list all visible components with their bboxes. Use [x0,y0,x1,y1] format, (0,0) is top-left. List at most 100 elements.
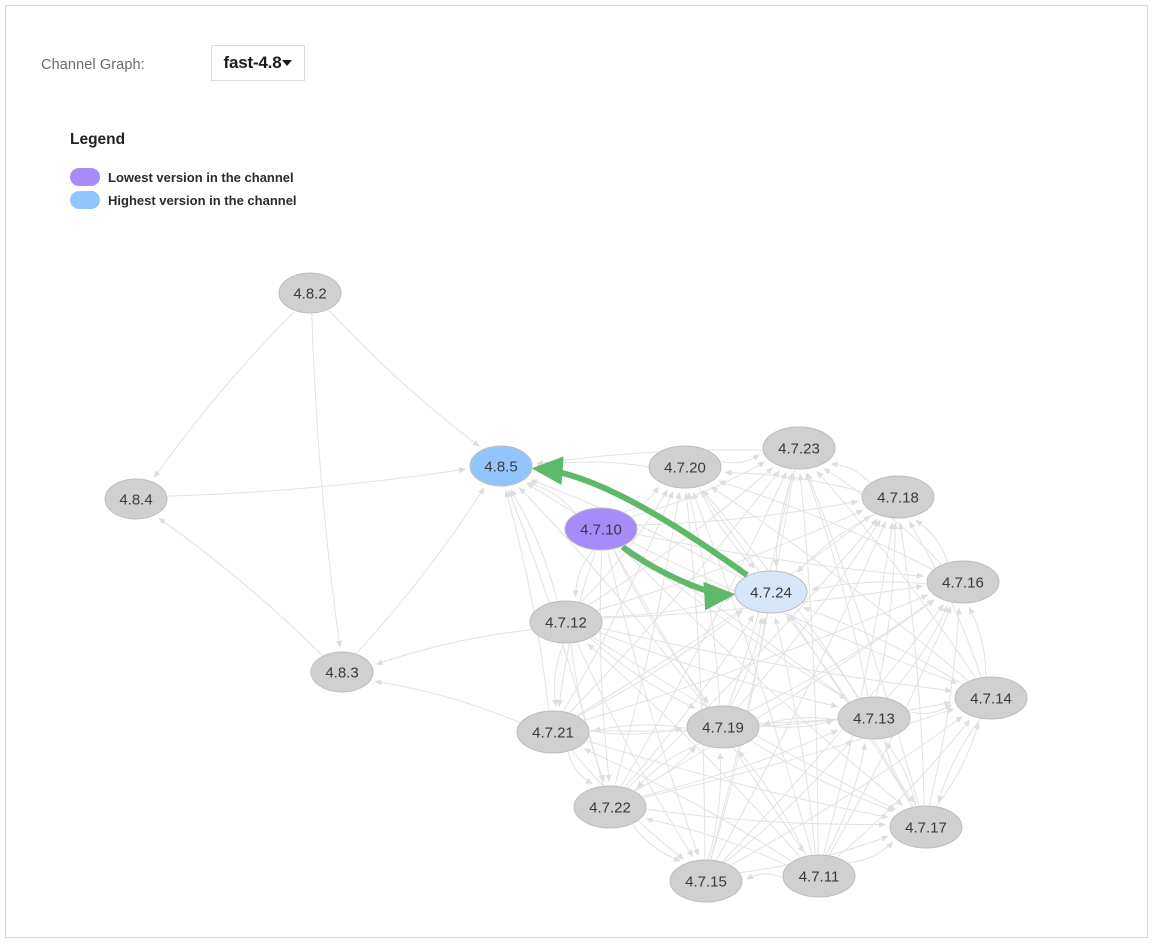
graph-edge [375,629,532,666]
graph-edge [577,610,743,717]
graph-node-4.8.4[interactable]: 4.8.4 [104,478,168,520]
graph-edge [158,517,323,656]
channel-graph-label: Channel Graph: [41,57,145,73]
graph-edge [724,739,853,863]
graph-node-4.7.24[interactable]: 4.7.24 [734,570,808,614]
node-shape [762,426,836,470]
graph-edge [826,742,868,855]
graph-edge [586,740,889,820]
graph-edge [584,594,929,721]
graph-edge [636,533,924,579]
graph-edge [898,522,925,806]
legend: Legend Lowest version in the channel Hig… [70,131,297,214]
graph-edge-highlighted [620,544,736,611]
graph-edge [683,492,706,860]
graph-node-4.7.15[interactable]: 4.7.15 [669,859,743,903]
graph-node-4.8.5[interactable]: 4.8.5 [469,445,533,487]
graph-edge [576,642,694,857]
graph-node-4.7.22[interactable]: 4.7.22 [573,785,647,829]
graph-edge [645,817,787,866]
graph-edge [816,470,977,679]
toolbar: Channel Graph: fast-4.8 [6,6,1147,106]
graph-node-4.7.10[interactable]: 4.7.10 [564,507,638,551]
graph-node-4.7.23[interactable]: 4.7.23 [762,426,836,470]
graph-edge [577,515,871,716]
graph-edge [710,486,969,682]
graph-edge [772,469,796,567]
graph-edge [724,469,863,493]
graph-edge [614,492,682,786]
graph-edge [374,679,520,723]
graph-edge [637,499,859,526]
node-layer: 4.8.2 4.8.4 4.8.3 4.8.5 4.7.10 4.7.24 4.7.20 4.… [104,272,1028,903]
graph-edge [720,454,760,464]
legend-label-highest: Highest version in the channel [108,192,297,208]
graph-edge [751,740,895,812]
edge-layer [153,309,987,880]
graph-edge [627,518,878,789]
node-shape [926,560,1000,604]
graph-edge [909,704,952,714]
graph-edge [722,604,944,862]
graph-edge [915,519,949,563]
graph-edge [716,521,887,861]
graph-node-4.7.13[interactable]: 4.7.13 [837,696,911,740]
graph-edge [928,607,962,806]
channel-graph-canvas[interactable]: 4.8.2 4.8.4 4.8.3 4.8.5 4.7.10 4.7.24 4.7.20 4.… [6,6,1149,939]
graph-edge [773,617,816,855]
graph-edge [567,751,593,785]
channel-select-dropdown[interactable]: fast-4.8 [211,45,305,81]
graph-edge [883,739,915,803]
node-shape [529,600,603,644]
graph-node-4.8.2[interactable]: 4.8.2 [278,272,342,314]
node-shape [573,785,647,829]
node-shape [734,570,808,614]
graph-edge [624,614,754,788]
graph-edge [613,549,805,853]
graph-node-4.7.18[interactable]: 4.7.18 [861,475,935,519]
graph-edge [802,606,963,685]
node-shape [564,507,638,551]
graph-edge [590,638,696,709]
node-shape [837,696,911,740]
graph-node-4.7.14[interactable]: 4.7.14 [954,676,1028,720]
node-shape [648,445,722,489]
chevron-down-icon [282,60,293,66]
page-frame: Channel Graph: fast-4.8 Legend Lowest ve… [5,5,1148,938]
graph-edge [737,519,881,708]
node-shape [310,651,374,693]
graph-edge [607,550,700,857]
graph-edge [504,490,550,711]
graph-edge-highlighted [531,456,749,578]
graph-node-4.7.21[interactable]: 4.7.21 [516,710,590,754]
graph-edge [530,479,743,579]
graph-edge [698,487,756,569]
graph-edge [811,581,927,592]
graph-edge [643,707,955,798]
graph-node-4.7.17[interactable]: 4.7.17 [889,805,963,849]
graph-node-4.7.19[interactable]: 4.7.19 [686,705,760,749]
graph-node-4.7.11[interactable]: 4.7.11 [782,854,856,898]
graph-edge [620,472,787,787]
legend-label-lowest: Lowest version in the channel [108,169,294,185]
graph-edge [887,605,948,698]
graph-edge [583,748,792,862]
graph-edge [328,309,480,447]
graph-edge [624,486,659,513]
graph-edge [806,472,920,806]
node-shape [861,475,935,519]
graph-edge [823,522,895,855]
node-shape [669,859,743,903]
graph-edge [710,473,796,860]
graph-node-4.7.20[interactable]: 4.7.20 [648,445,722,489]
graph-node-4.8.3[interactable]: 4.8.3 [310,651,374,693]
graph-edge [572,550,594,598]
graph-edge [510,489,558,601]
graph-edge [620,547,904,807]
legend-item-lowest: Lowest version in the channel [70,168,297,186]
node-shape [889,805,963,849]
node-shape [516,710,590,754]
graph-node-4.7.16[interactable]: 4.7.16 [926,560,1000,604]
graph-edge [748,599,934,712]
graph-node-4.7.12[interactable]: 4.7.12 [529,600,603,644]
